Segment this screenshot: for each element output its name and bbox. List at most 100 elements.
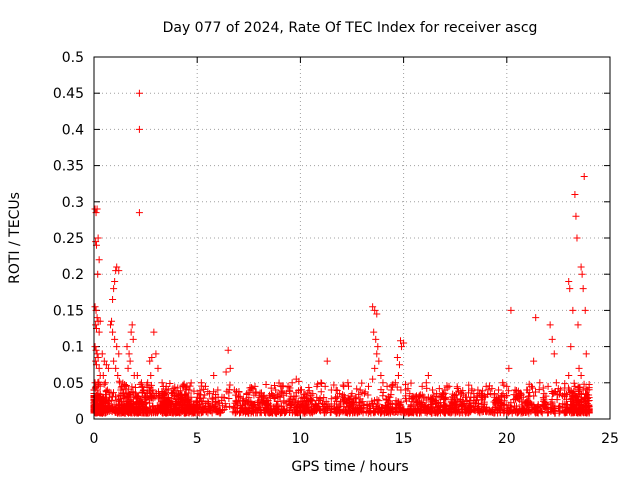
data-point bbox=[540, 395, 548, 403]
data-point bbox=[473, 393, 481, 401]
data-point bbox=[413, 392, 421, 400]
data-point bbox=[115, 391, 123, 399]
data-point bbox=[286, 407, 294, 415]
data-point bbox=[575, 398, 583, 406]
data-point bbox=[91, 343, 99, 351]
data-point bbox=[484, 391, 492, 399]
data-point bbox=[100, 357, 108, 365]
data-point bbox=[164, 409, 172, 417]
data-point bbox=[200, 406, 208, 414]
data-point bbox=[477, 396, 485, 404]
data-point bbox=[308, 397, 316, 405]
data-point bbox=[554, 385, 562, 393]
data-point bbox=[137, 379, 145, 387]
data-point bbox=[559, 400, 567, 408]
data-point bbox=[441, 409, 449, 417]
data-point bbox=[340, 407, 348, 415]
data-point bbox=[532, 314, 540, 322]
data-point bbox=[525, 389, 533, 397]
data-point bbox=[395, 361, 403, 369]
data-point bbox=[284, 383, 292, 391]
data-point bbox=[92, 321, 100, 329]
data-point bbox=[146, 357, 154, 365]
data-point bbox=[523, 404, 531, 412]
data-point bbox=[422, 396, 430, 404]
data-point bbox=[566, 285, 574, 293]
data-point bbox=[115, 350, 123, 358]
data-point bbox=[525, 380, 533, 388]
x-tick-label: 15 bbox=[395, 431, 413, 447]
data-point bbox=[369, 408, 377, 416]
data-point bbox=[208, 394, 216, 402]
data-point bbox=[305, 407, 313, 415]
data-point bbox=[124, 408, 132, 416]
data-point bbox=[169, 400, 177, 408]
data-point bbox=[407, 401, 415, 409]
data-point bbox=[544, 382, 552, 390]
data-point bbox=[113, 263, 121, 271]
data-point bbox=[149, 402, 157, 410]
data-point bbox=[182, 385, 190, 393]
data-point bbox=[468, 387, 476, 395]
data-point bbox=[435, 393, 443, 401]
data-point bbox=[393, 353, 401, 361]
data-point bbox=[147, 372, 155, 380]
data-point bbox=[291, 409, 299, 417]
data-point bbox=[453, 384, 461, 392]
data-point bbox=[439, 407, 447, 415]
data-point bbox=[505, 364, 513, 372]
y-tick-label: 0.5 bbox=[62, 50, 84, 66]
data-point bbox=[175, 391, 183, 399]
data-point bbox=[102, 395, 110, 403]
y-axis-label: ROTI / TECUs bbox=[7, 192, 23, 284]
data-point bbox=[290, 405, 298, 413]
y-tick-label: 0.2 bbox=[62, 267, 84, 283]
data-point bbox=[180, 380, 188, 388]
data-point bbox=[128, 383, 136, 391]
data-point bbox=[510, 391, 518, 399]
data-point bbox=[383, 403, 391, 411]
data-point bbox=[582, 350, 590, 358]
data-point bbox=[95, 378, 103, 386]
data-point bbox=[356, 386, 364, 394]
data-point bbox=[532, 404, 540, 412]
data-point bbox=[96, 409, 104, 417]
data-point bbox=[369, 375, 377, 383]
data-point bbox=[573, 407, 581, 415]
plot-frame bbox=[93, 56, 611, 420]
x-axis-label: GPS time / hours bbox=[291, 459, 408, 475]
data-point bbox=[207, 407, 215, 415]
data-point bbox=[280, 398, 288, 406]
data-point bbox=[288, 379, 296, 387]
x-tick-label: 25 bbox=[601, 431, 619, 447]
data-point bbox=[370, 328, 378, 336]
data-point bbox=[377, 372, 385, 380]
data-point bbox=[123, 397, 131, 405]
data-point bbox=[327, 395, 335, 403]
data-point bbox=[125, 350, 133, 358]
data-point bbox=[314, 380, 322, 388]
y-tick-label: 0.35 bbox=[53, 159, 84, 175]
data-point bbox=[346, 396, 354, 404]
y-tick-labels: 0 0.05 0.1 0.15 0.2 0.25 0.3 0.35 0.4 0.45 0.5 bbox=[53, 50, 84, 428]
data-point bbox=[116, 400, 124, 408]
data-point bbox=[449, 390, 457, 398]
data-point bbox=[578, 270, 586, 278]
data-point bbox=[105, 388, 113, 396]
data-point bbox=[94, 353, 102, 361]
data-point bbox=[95, 396, 103, 404]
data-point bbox=[435, 385, 443, 393]
data-point bbox=[427, 395, 435, 403]
data-point bbox=[122, 381, 130, 389]
data-point bbox=[230, 404, 238, 412]
data-point bbox=[530, 405, 538, 413]
data-point bbox=[264, 397, 272, 405]
data-point bbox=[113, 343, 121, 351]
data-point bbox=[107, 321, 115, 329]
data-point bbox=[577, 263, 585, 271]
data-point bbox=[571, 391, 579, 399]
data-point bbox=[108, 317, 116, 325]
data-point bbox=[379, 392, 387, 400]
data-point bbox=[111, 277, 119, 285]
